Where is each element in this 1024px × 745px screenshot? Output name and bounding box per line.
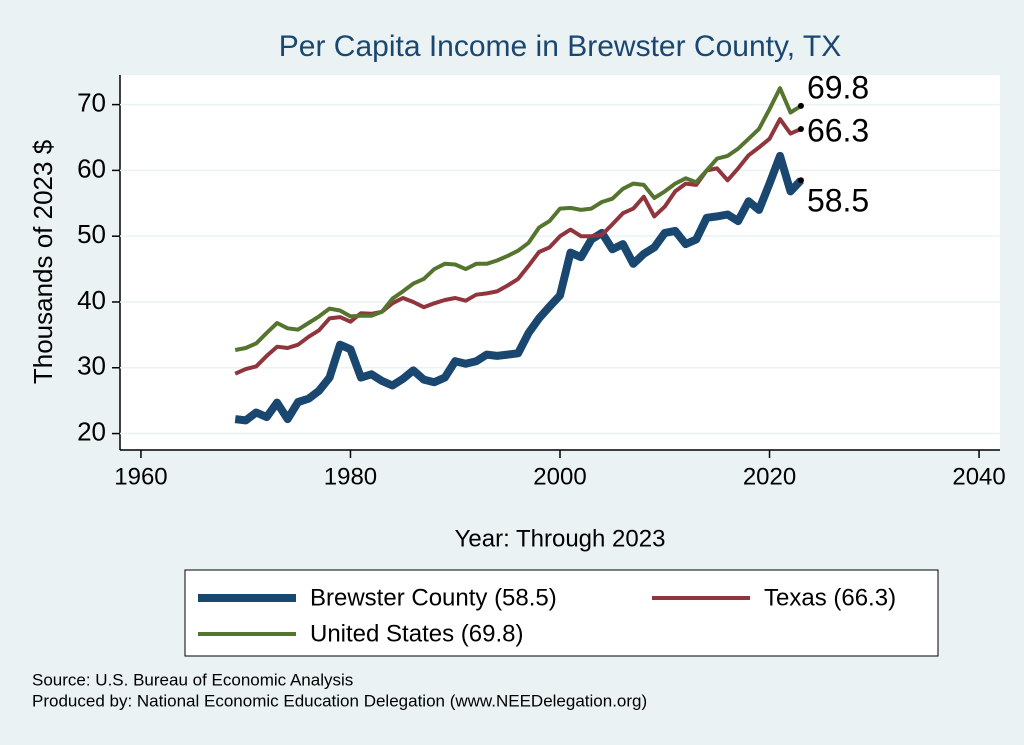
series-line xyxy=(234,151,804,425)
x-tick-label: 2040 xyxy=(952,463,1005,490)
plot-area xyxy=(120,75,1000,450)
y-tick-label: 70 xyxy=(77,87,106,117)
end-point xyxy=(797,125,804,132)
x-tick-label: 1980 xyxy=(324,463,377,490)
y-axis-label: Thousands of 2023 $ xyxy=(28,139,58,384)
end-label: 66.3 xyxy=(807,112,869,148)
y-tick-label: 30 xyxy=(77,351,106,381)
end-label: 69.8 xyxy=(807,69,869,105)
legend xyxy=(184,569,939,657)
legend-label: United States (69.8) xyxy=(310,620,523,647)
x-tick-label: 1960 xyxy=(114,463,167,490)
y-tick-label: 40 xyxy=(77,285,106,315)
x-tick-label: 2020 xyxy=(743,463,796,490)
x-axis-label: Year: Through 2023 xyxy=(455,525,666,552)
series-line xyxy=(234,86,803,352)
legend-label: Texas (66.3) xyxy=(764,584,896,611)
end-point xyxy=(797,177,804,184)
y-tick-label: 60 xyxy=(77,153,106,183)
producer-note: Produced by: National Economic Education… xyxy=(32,691,647,710)
end-label: 58.5 xyxy=(807,183,869,219)
legend-label: Brewster County (58.5) xyxy=(310,584,557,611)
x-tick-label: 2000 xyxy=(533,463,586,490)
end-point xyxy=(797,102,804,109)
y-tick-label: 50 xyxy=(77,219,106,249)
y-tick-label: 20 xyxy=(77,416,106,446)
source-note: Source: U.S. Bureau of Economic Analysis xyxy=(32,670,353,689)
chart-title: Per Capita Income in Brewster County, TX xyxy=(279,30,841,63)
